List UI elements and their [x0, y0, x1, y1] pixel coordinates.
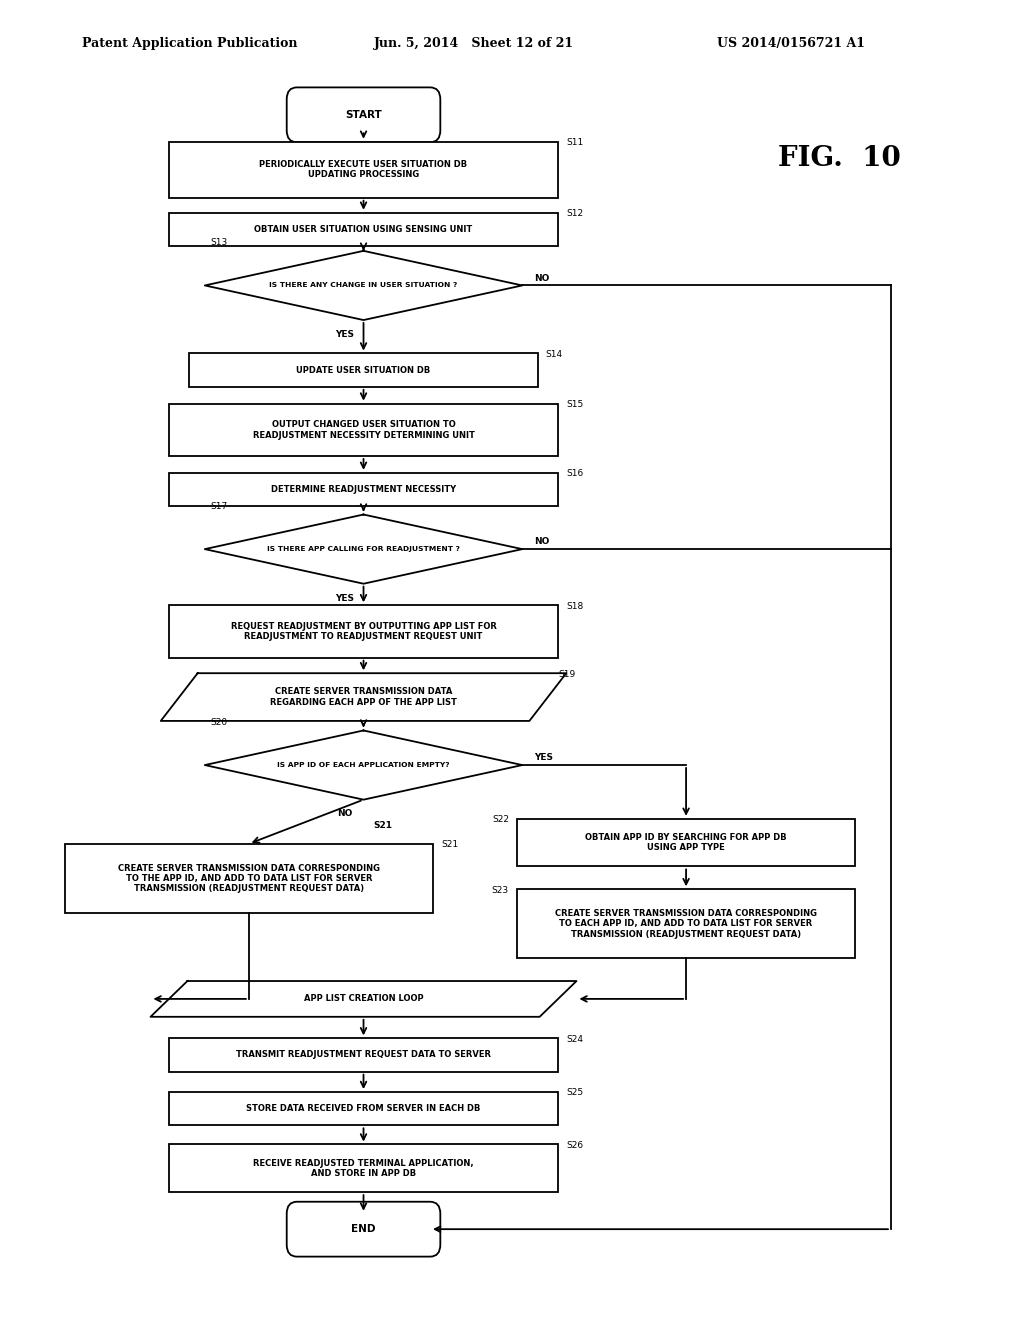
- Text: END: END: [351, 1224, 376, 1234]
- Text: S11: S11: [566, 139, 584, 147]
- FancyBboxPatch shape: [517, 818, 855, 866]
- Text: TRANSMIT READJUSTMENT REQUEST DATA TO SERVER: TRANSMIT READJUSTMENT REQUEST DATA TO SE…: [236, 1051, 492, 1060]
- Text: S13: S13: [210, 239, 227, 247]
- FancyBboxPatch shape: [169, 141, 558, 198]
- FancyBboxPatch shape: [169, 1144, 558, 1192]
- Text: S17: S17: [210, 502, 227, 511]
- Polygon shape: [205, 730, 522, 800]
- FancyBboxPatch shape: [169, 1092, 558, 1126]
- Text: PERIODICALLY EXECUTE USER SITUATION DB
UPDATING PROCESSING: PERIODICALLY EXECUTE USER SITUATION DB U…: [259, 160, 468, 180]
- Text: START: START: [345, 110, 382, 120]
- Text: CREATE SERVER TRANSMISSION DATA CORRESPONDING
TO THE APP ID, AND ADD TO DATA LIS: CREATE SERVER TRANSMISSION DATA CORRESPO…: [118, 863, 380, 894]
- FancyBboxPatch shape: [287, 1201, 440, 1257]
- Text: CREATE SERVER TRANSMISSION DATA CORRESPONDING
TO EACH APP ID, AND ADD TO DATA LI: CREATE SERVER TRANSMISSION DATA CORRESPO…: [555, 909, 817, 939]
- Text: S21: S21: [374, 821, 393, 830]
- Text: S12: S12: [566, 209, 584, 218]
- Text: Jun. 5, 2014   Sheet 12 of 21: Jun. 5, 2014 Sheet 12 of 21: [374, 37, 573, 50]
- Text: APP LIST CREATION LOOP: APP LIST CREATION LOOP: [304, 994, 423, 1003]
- FancyBboxPatch shape: [517, 890, 855, 958]
- Text: US 2014/0156721 A1: US 2014/0156721 A1: [717, 37, 865, 50]
- FancyBboxPatch shape: [287, 87, 440, 143]
- Polygon shape: [205, 515, 522, 583]
- Text: NO: NO: [535, 273, 550, 282]
- Text: YES: YES: [535, 754, 554, 763]
- Text: IS APP ID OF EACH APPLICATION EMPTY?: IS APP ID OF EACH APPLICATION EMPTY?: [278, 762, 450, 768]
- Text: S14: S14: [546, 350, 563, 359]
- Text: CREATE SERVER TRANSMISSION DATA
REGARDING EACH APP OF THE APP LIST: CREATE SERVER TRANSMISSION DATA REGARDIN…: [270, 688, 457, 706]
- Text: YES: YES: [336, 330, 354, 339]
- Polygon shape: [161, 673, 566, 721]
- FancyBboxPatch shape: [169, 473, 558, 506]
- Text: S22: S22: [492, 816, 509, 824]
- Text: S24: S24: [566, 1035, 584, 1044]
- FancyBboxPatch shape: [169, 213, 558, 246]
- Text: IS THERE APP CALLING FOR READJUSTMENT ?: IS THERE APP CALLING FOR READJUSTMENT ?: [267, 546, 460, 552]
- Text: S21: S21: [441, 841, 459, 849]
- Text: NO: NO: [337, 809, 353, 818]
- Text: S15: S15: [566, 400, 584, 409]
- FancyBboxPatch shape: [189, 354, 538, 387]
- Text: S18: S18: [566, 602, 584, 611]
- Text: S19: S19: [558, 669, 575, 678]
- Text: IS THERE ANY CHANGE IN USER SITUATION ?: IS THERE ANY CHANGE IN USER SITUATION ?: [269, 282, 458, 289]
- Text: S25: S25: [566, 1089, 584, 1097]
- FancyBboxPatch shape: [169, 404, 558, 457]
- Polygon shape: [151, 981, 577, 1016]
- Text: OBTAIN USER SITUATION USING SENSING UNIT: OBTAIN USER SITUATION USING SENSING UNIT: [254, 224, 473, 234]
- Text: FIG.  10: FIG. 10: [778, 145, 901, 172]
- Text: REQUEST READJUSTMENT BY OUTPUTTING APP LIST FOR
READJUSTMENT TO READJUSTMENT REQ: REQUEST READJUSTMENT BY OUTPUTTING APP L…: [230, 622, 497, 642]
- FancyBboxPatch shape: [65, 843, 433, 913]
- Text: OBTAIN APP ID BY SEARCHING FOR APP DB
USING APP TYPE: OBTAIN APP ID BY SEARCHING FOR APP DB US…: [586, 833, 786, 853]
- Text: DETERMINE READJUSTMENT NECESSITY: DETERMINE READJUSTMENT NECESSITY: [271, 484, 456, 494]
- Text: S20: S20: [210, 718, 227, 727]
- Text: Patent Application Publication: Patent Application Publication: [82, 37, 297, 50]
- Text: RECEIVE READJUSTED TERMINAL APPLICATION,
AND STORE IN APP DB: RECEIVE READJUSTED TERMINAL APPLICATION,…: [253, 1159, 474, 1177]
- Text: S23: S23: [492, 886, 509, 895]
- FancyBboxPatch shape: [169, 1039, 558, 1072]
- Polygon shape: [205, 251, 522, 319]
- Text: UPDATE USER SITUATION DB: UPDATE USER SITUATION DB: [296, 366, 431, 375]
- Text: OUTPUT CHANGED USER SITUATION TO
READJUSTMENT NECESSITY DETERMINING UNIT: OUTPUT CHANGED USER SITUATION TO READJUS…: [253, 420, 474, 440]
- Text: YES: YES: [336, 594, 354, 602]
- Text: S16: S16: [566, 469, 584, 478]
- Text: S26: S26: [566, 1140, 584, 1150]
- FancyBboxPatch shape: [169, 605, 558, 657]
- Text: STORE DATA RECEIVED FROM SERVER IN EACH DB: STORE DATA RECEIVED FROM SERVER IN EACH …: [247, 1104, 480, 1113]
- Text: NO: NO: [535, 537, 550, 546]
